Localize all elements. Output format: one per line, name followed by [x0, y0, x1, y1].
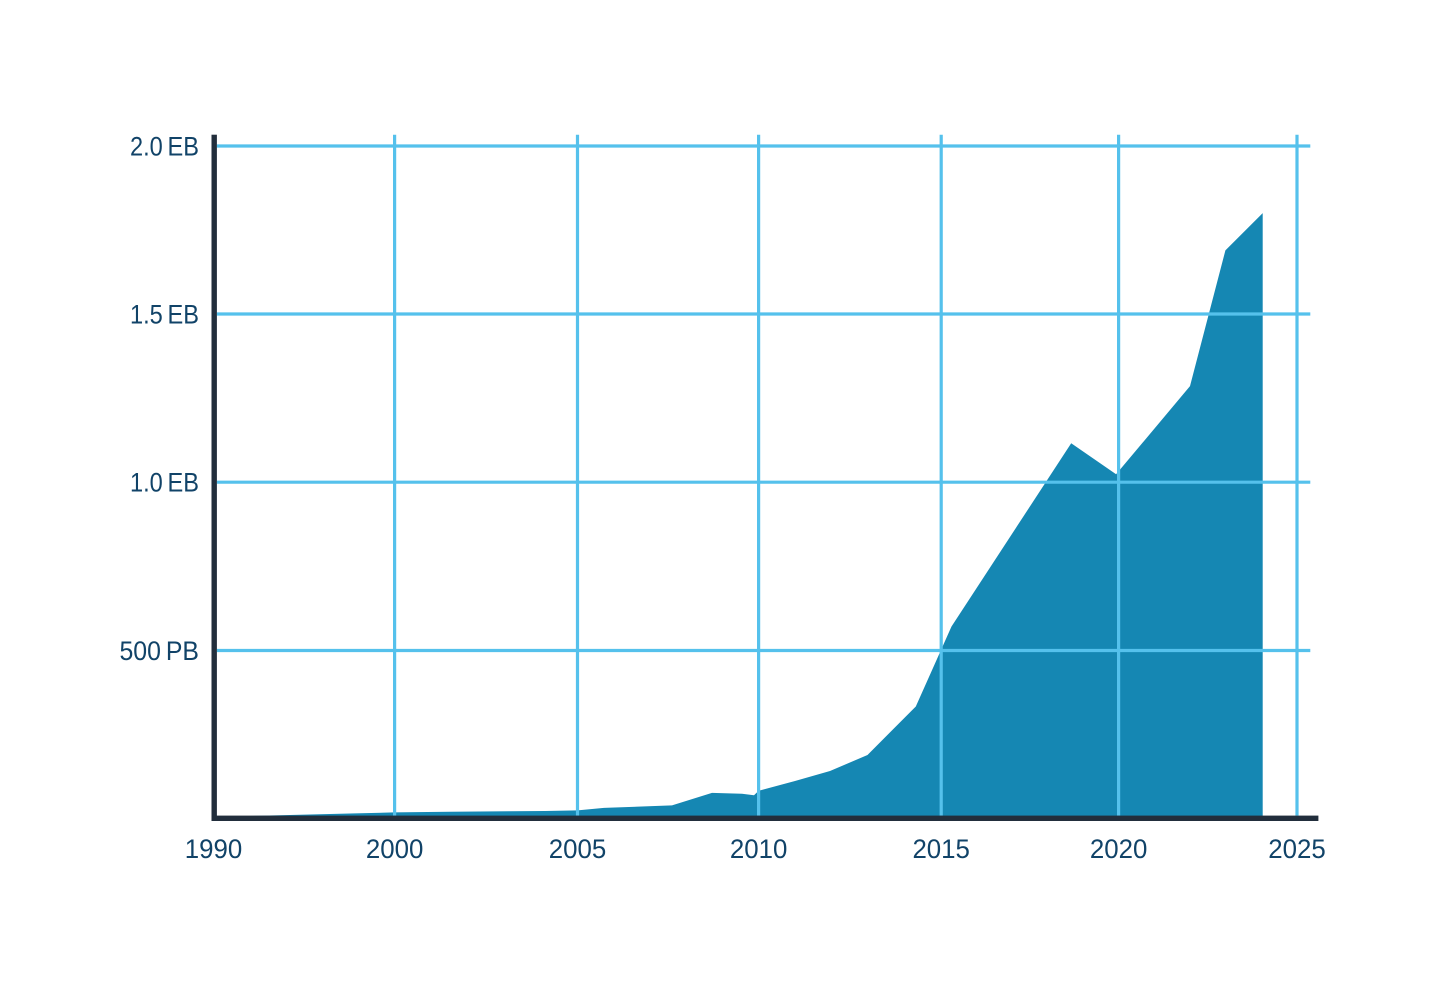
svg-text:2025: 2025	[1268, 834, 1326, 864]
svg-text:2010: 2010	[730, 834, 788, 864]
svg-text:500 PB: 500 PB	[120, 636, 200, 666]
svg-text:1990: 1990	[185, 834, 243, 864]
svg-text:2000: 2000	[366, 834, 424, 864]
svg-text:2015: 2015	[912, 834, 970, 864]
svg-text:2.0 EB: 2.0 EB	[130, 131, 199, 161]
svg-text:2005: 2005	[549, 834, 607, 864]
svg-text:1.5 EB: 1.5 EB	[130, 299, 199, 329]
svg-text:2020: 2020	[1090, 834, 1148, 864]
svg-text:1.0 EB: 1.0 EB	[130, 468, 199, 498]
